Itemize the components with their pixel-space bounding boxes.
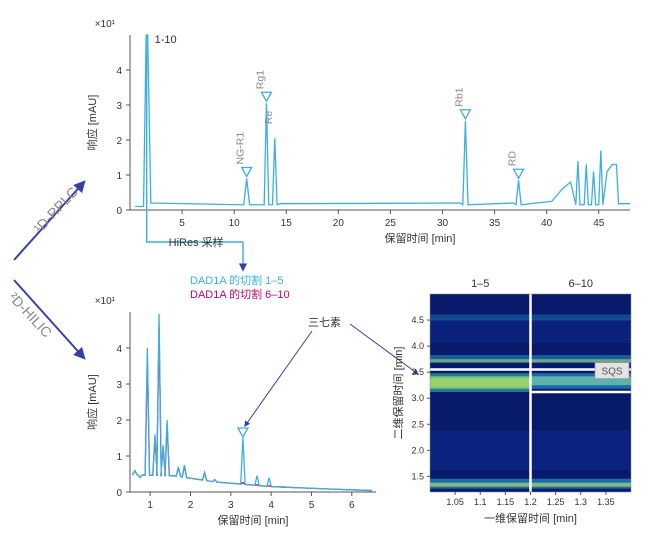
top-xlabel: 保留时间 [min] [385,231,456,245]
top-chromatogram: 0123451015202530354045×10¹响应 [mAU]保留时间 [… [85,19,630,270]
bl-ytick: 0 [116,488,122,499]
top-ytick: 2 [116,136,122,147]
heatmap: 1.5 2.0 2.5 3.0 3.5 4.0 4.5 1.05 1.1 1.15 1.2 1.25 1… [391,278,631,525]
top-ymult: ×10¹ [95,19,116,30]
peak-label: RD [507,151,519,167]
top-ytick: 4 [116,66,122,77]
series1-label: DAD1A 的切割 1–5 [190,273,284,287]
peak-label: Rg1 [254,70,266,89]
hm-ytick: 1.5 [411,471,424,481]
hm-ytick: 4.0 [411,341,424,351]
top-xtick: 35 [489,218,501,229]
peak-marker [242,168,252,177]
hm-xtick: 1.35 [597,497,615,507]
peak-marker [460,110,470,119]
top-ylabel: 响应 [mAU] [85,95,99,151]
bl-ytick: 1 [116,452,122,463]
hm-group2: 6–10 [569,278,593,290]
top-trace [135,35,630,207]
hm-xtick: 1.1 [474,497,487,507]
top-ytick: 0 [116,206,122,217]
top-xtick: 10 [229,218,241,229]
san-marker [238,428,248,437]
sanqisu-label: 三七素 [308,316,341,329]
hm-xtick: 1.2 [524,497,537,507]
hm-ytick: 2.0 [411,445,424,455]
hires-arrow [147,35,243,270]
hm-ytick: 3.5 [411,367,424,377]
d2-hilic-label: ²D-HILIC [6,289,55,340]
sqs-label: SQS [601,367,622,378]
top-xtick: 40 [541,218,553,229]
hm-xtick: 1.15 [497,497,515,507]
peak-label: Re [263,111,275,125]
sanqisu-arrow-2 [350,324,418,374]
top-ytick: 1 [116,171,122,182]
hm-xtick: 1.3 [574,497,587,507]
bl-xtick: 1 [147,500,153,511]
hm-xtick: 1.05 [446,497,464,507]
hm-xlabel: 一维保留时间 [min] [484,511,577,525]
peak-label: Rb1 [453,87,465,106]
top-xtick: 30 [437,218,449,229]
top-xtick: 45 [593,218,605,229]
bl-xtick: 3 [228,500,234,511]
peak-marker [514,169,524,178]
sanqisu-arrow-1 [245,331,312,426]
hm-ytick: 2.5 [411,419,424,429]
bl-trace-2 [132,327,372,491]
bl-trace-1 [132,314,372,491]
bottom-left-chromatogram: 0 1 2 3 4 1 2 3 4 5 6 ×10¹ 响应 [mAU] 保留时间 [min] DAD1A 的… [85,273,418,527]
top-xtick: 15 [281,218,293,229]
hm-ytick: 3.0 [411,393,424,403]
bl-xlabel: 保留时间 [min] [218,513,289,527]
top-xtick: 20 [333,218,345,229]
bl-xtick: 4 [268,500,274,511]
hm-ylabel: 二维保留时间 [min] [391,347,405,440]
bl-xtick: 6 [349,500,355,511]
hires-label: HiRes 采样 [169,235,224,249]
top-title-label: 1-10 [155,34,177,46]
bl-ytick: 4 [116,344,122,355]
bl-ytick: 2 [116,416,122,427]
peak-label: NG-R1 [235,132,247,165]
top-ytick: 3 [116,101,122,112]
d1-rplc-label: ¹D-RPLC [30,184,80,236]
bl-ymult: ×10¹ [95,296,116,307]
bl-ytick: 3 [116,380,122,391]
peak-marker [261,92,271,101]
hm-group1: 1–5 [471,278,489,290]
hm-xtick: 1.25 [547,497,565,507]
series2-label: DAD1A 的切割 6–10 [190,287,290,301]
bl-ylabel: 响应 [mAU] [85,374,99,430]
bl-xtick: 5 [309,500,315,511]
top-xtick: 25 [385,218,397,229]
top-xtick: 5 [179,218,185,229]
hm-ytick: 4.5 [411,315,424,325]
bl-xtick: 2 [188,500,194,511]
